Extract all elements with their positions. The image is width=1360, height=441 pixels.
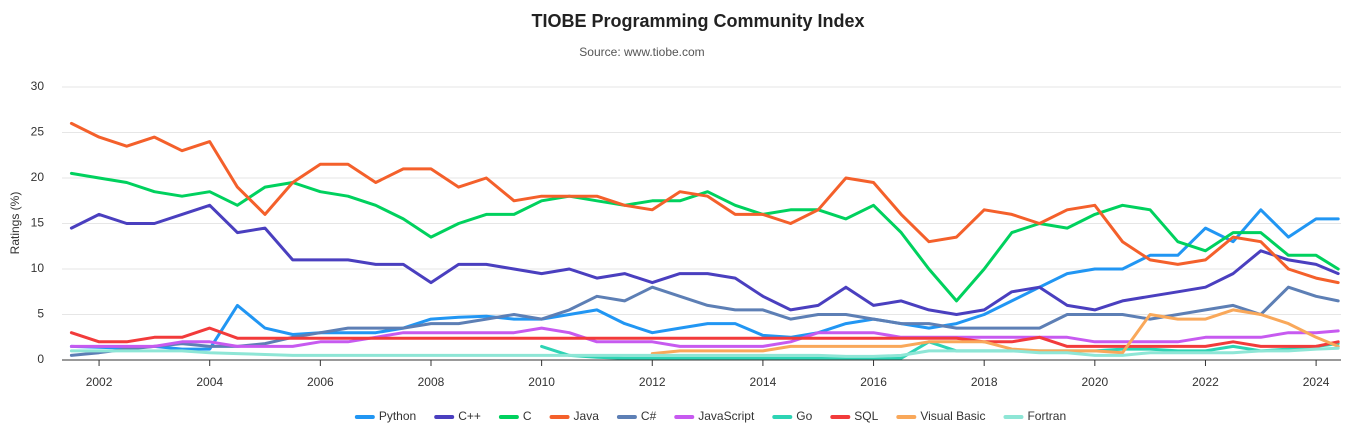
x-tick-label: 2006 [307,375,334,389]
series-line [69,203,1340,316]
x-tick-label: 2014 [750,375,777,389]
series-line [650,308,1340,356]
legend-item[interactable]: Visual Basic [896,409,985,423]
series-line [69,326,1340,348]
series-line [69,171,1340,303]
y-tick-label: 30 [31,79,45,93]
legend-label: Java [574,409,600,423]
x-tick-label: 2020 [1081,375,1108,389]
legend-label: C [523,409,532,423]
y-tick-label: 5 [37,307,44,321]
grid [62,86,1341,361]
chart-subtitle: Source: www.tiobe.com [579,45,704,59]
y-tick-label: 10 [31,261,45,275]
legend-item[interactable]: Fortran [1003,409,1066,423]
legend-item[interactable]: Java [549,409,600,423]
plot-lines [69,121,1340,360]
y-axis-label: Ratings (%) [8,192,22,255]
legend-item[interactable]: SQL [830,409,879,423]
legend: Python C++ C Java C# JavaScript Go SQL Visual Ba… [354,409,1066,423]
legend-item[interactable]: C++ [434,409,481,423]
axes: 0 5 10 15 20 25 30 2002 2004 2006 2008 2010 2012 2014… [31,79,1341,389]
x-tick-label: 2002 [86,375,113,389]
y-tick-label: 0 [37,352,44,366]
legend-item[interactable]: JavaScript [674,409,755,423]
y-tick-label: 15 [31,216,45,230]
series-line [69,208,1340,351]
legend-label: C++ [458,409,481,423]
series-line [540,340,1340,360]
legend-label: SQL [854,409,878,423]
legend-item[interactable]: Python [354,409,416,423]
x-tick-label: 2018 [971,375,998,389]
legend-label: JavaScript [698,409,755,423]
y-tick-label: 25 [31,125,45,139]
x-tick-label: 2010 [528,375,555,389]
chart-title: TIOBE Programming Community Index [531,11,864,31]
legend-label: Go [796,409,812,423]
legend-label: C# [641,409,657,423]
y-tick-label: 20 [31,170,45,184]
x-tick-label: 2016 [860,375,887,389]
x-tick-label: 2022 [1192,375,1219,389]
x-tick-label: 2012 [639,375,666,389]
legend-label: Python [379,409,416,423]
legend-item[interactable]: C# [616,409,657,423]
series-line [69,346,1340,358]
x-tick-label: 2004 [196,375,223,389]
legend-item[interactable]: C [498,409,532,423]
series-line [69,121,1340,285]
legend-item[interactable]: Go [772,409,813,423]
x-tick-label: 2024 [1303,375,1330,389]
legend-label: Fortran [1027,409,1066,423]
legend-label: Visual Basic [920,409,985,423]
x-tick-label: 2008 [418,375,445,389]
